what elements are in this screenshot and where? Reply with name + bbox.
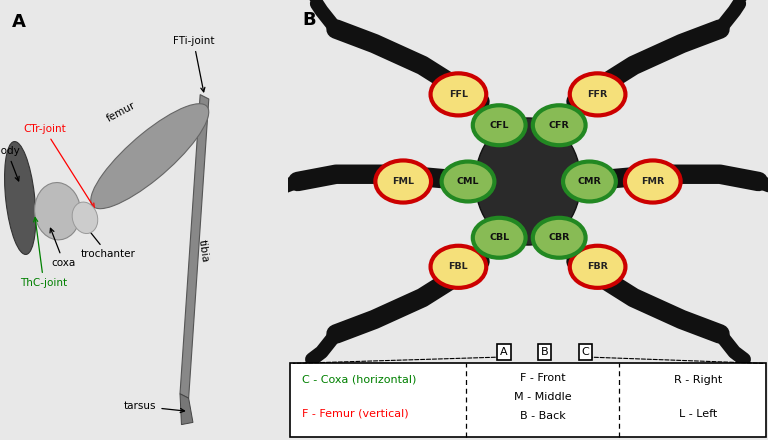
Text: tarsus: tarsus	[124, 401, 184, 413]
Text: L - Left: L - Left	[679, 409, 717, 419]
Text: R - Right: R - Right	[674, 375, 723, 385]
Ellipse shape	[91, 104, 209, 209]
Circle shape	[442, 161, 495, 202]
Text: B - Back: B - Back	[519, 411, 565, 421]
Circle shape	[376, 161, 431, 202]
Text: CML: CML	[457, 177, 479, 186]
Text: CFR: CFR	[549, 121, 570, 130]
Ellipse shape	[5, 142, 36, 254]
Circle shape	[570, 73, 625, 115]
Text: B: B	[303, 11, 316, 29]
Text: B: B	[541, 347, 548, 357]
Text: FTi-joint: FTi-joint	[173, 36, 214, 92]
Ellipse shape	[475, 118, 581, 245]
Text: CTr-joint: CTr-joint	[23, 124, 94, 208]
Text: F - Front: F - Front	[520, 373, 565, 383]
Text: CMR: CMR	[578, 177, 601, 186]
Circle shape	[431, 73, 486, 115]
Text: C - Coxa (horizontal): C - Coxa (horizontal)	[303, 375, 417, 385]
Text: M - Middle: M - Middle	[514, 392, 571, 402]
Text: FBL: FBL	[449, 262, 468, 271]
FancyBboxPatch shape	[290, 363, 766, 437]
Polygon shape	[180, 95, 209, 398]
Circle shape	[533, 105, 585, 145]
Text: coxa: coxa	[50, 228, 76, 268]
Text: FFR: FFR	[588, 90, 607, 99]
Text: A: A	[500, 347, 508, 357]
Text: tibia: tibia	[197, 238, 210, 263]
Text: FMR: FMR	[641, 177, 664, 186]
Circle shape	[473, 105, 525, 145]
Circle shape	[625, 161, 680, 202]
Ellipse shape	[72, 202, 98, 234]
Text: FBR: FBR	[588, 262, 608, 271]
Text: F - Femur (vertical): F - Femur (vertical)	[303, 409, 409, 419]
Text: CFL: CFL	[489, 121, 509, 130]
Polygon shape	[180, 394, 193, 425]
Circle shape	[533, 218, 585, 258]
Circle shape	[473, 218, 525, 258]
Circle shape	[431, 246, 486, 288]
Circle shape	[570, 246, 625, 288]
Text: FFL: FFL	[449, 90, 468, 99]
Text: CBR: CBR	[548, 233, 570, 242]
Text: FML: FML	[392, 177, 414, 186]
Text: femur: femur	[104, 100, 137, 124]
Text: CBL: CBL	[489, 233, 509, 242]
Text: body: body	[0, 146, 20, 181]
Text: ThC-joint: ThC-joint	[20, 217, 68, 288]
Circle shape	[563, 161, 616, 202]
Text: C: C	[581, 347, 590, 357]
Text: trochanter: trochanter	[81, 223, 135, 260]
Text: A: A	[12, 13, 25, 31]
Ellipse shape	[35, 183, 81, 240]
